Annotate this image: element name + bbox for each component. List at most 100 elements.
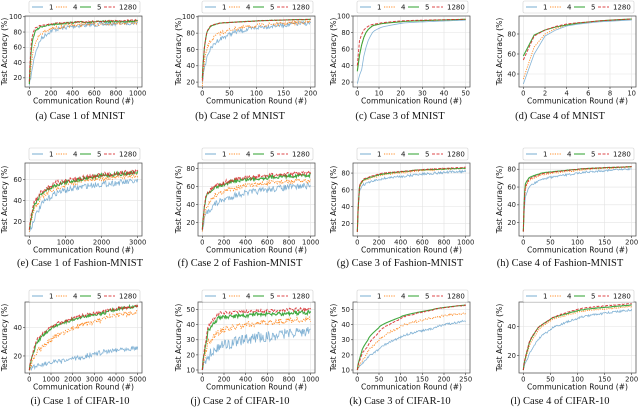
legend-label-5: 5 (97, 4, 101, 12)
series-line-1 (522, 308, 633, 371)
x-tick-label: 100 (571, 376, 584, 384)
x-tick-label: 40 (440, 90, 449, 98)
series-line-1280 (522, 166, 632, 232)
y-tick-label: 80 (186, 165, 195, 173)
subplot-caption: (c) Case 3 of MNIST (355, 111, 445, 122)
subplot-caption: (b) Case 2 of MNIST (195, 111, 285, 122)
x-axis-label: Communication Round (#) (527, 383, 628, 392)
x-tick-label: 5000 (129, 376, 146, 384)
axes-frame (24, 15, 143, 88)
legend-label-5: 5 (270, 151, 274, 159)
x-tick-label: 200 (304, 90, 317, 98)
x-axis-label: Communication Round (#) (206, 246, 307, 255)
subplot-caption: (e) Case 1 of Fashion-MNIST (17, 258, 144, 269)
series-line-1280 (356, 166, 466, 232)
x-axis-label: Communication Round (#) (206, 383, 307, 392)
plot-area (353, 16, 470, 87)
x-tick-label: 800 (283, 239, 296, 247)
series-line-1 (522, 19, 632, 85)
y-tick-label: 60 (13, 176, 22, 184)
subplot-caption: (g) Case 3 of Fashion-MNIST (337, 258, 464, 269)
legend-label-4: 4 (567, 293, 572, 301)
y-tick-label: 60 (341, 45, 350, 53)
y-axis-label: Test Accuracy (%) (174, 18, 183, 87)
x-tick-label: 150 (416, 376, 429, 384)
legend: 1 4 5 1280 (356, 289, 469, 303)
subplot-caption: (f) Case 2 of Fashion-MNIST (178, 258, 303, 269)
legend-label-1280: 1280 (119, 293, 137, 301)
series-line-1 (202, 326, 311, 371)
subplot-h: 0 50 100 150 200 20 40 60 80 Communication Round … (495, 147, 638, 269)
plot-area (25, 16, 142, 87)
series-line-1280 (28, 168, 139, 230)
series-line-1 (356, 19, 466, 84)
x-tick-label: 50 (461, 90, 470, 98)
legend-label-5: 5 (591, 4, 595, 12)
legend-label-5: 5 (270, 4, 274, 12)
x-axis-label: Communication Round (#) (361, 97, 462, 106)
x-tick-label: 1000 (57, 239, 74, 247)
series-line-1280 (201, 170, 312, 230)
x-tick-label: 0 (521, 376, 525, 384)
series-line-5 (201, 309, 312, 371)
x-tick-label: 50 (546, 376, 555, 384)
x-tick-label: 2000 (93, 239, 110, 247)
series-line-4 (201, 177, 312, 232)
series-line-1 (201, 182, 311, 232)
x-tick-label: 0 (521, 239, 525, 247)
legend: 1 4 5 1280 (28, 0, 141, 14)
legend-label-5: 5 (425, 151, 429, 159)
legend-label-4: 4 (73, 4, 78, 12)
legend-label-1: 1 (377, 4, 381, 12)
x-tick-label: 200 (45, 90, 58, 98)
subplot-caption: (a) Case 1 of MNIST (35, 111, 125, 122)
y-tick-label: 20 (186, 351, 195, 359)
y-tick-label: 60 (13, 44, 22, 52)
y-tick-label: 40 (341, 203, 350, 211)
y-tick-label: 60 (507, 183, 516, 191)
legend-label-1: 1 (222, 151, 226, 159)
x-tick-label: 0 (355, 239, 359, 247)
series-line-1280 (28, 303, 139, 371)
y-axis-label: Test Accuracy (%) (495, 18, 504, 87)
legend-label-4: 4 (567, 4, 572, 12)
x-tick-label: 1000 (302, 376, 319, 384)
series-line-1280 (201, 306, 312, 371)
y-tick-label: 80 (13, 28, 22, 36)
axes-frame (518, 15, 637, 88)
x-tick-label: 0 (27, 239, 31, 247)
y-axis-label: Test Accuracy (%) (174, 304, 183, 373)
y-tick-label: 100 (9, 13, 22, 21)
x-tick-label: 1000 (302, 239, 319, 247)
y-tick-label: 80 (341, 29, 350, 37)
x-tick-label: 2000 (64, 376, 81, 384)
y-tick-label: 20 (186, 219, 195, 227)
series-line-5 (201, 172, 311, 230)
y-tick-label: 40 (13, 324, 22, 332)
y-axis-label: Test Accuracy (%) (0, 304, 9, 373)
plot-area (25, 302, 142, 373)
x-tick-label: 10 (627, 90, 636, 98)
axes-frame (352, 15, 471, 88)
legend-label-1: 1 (377, 293, 381, 301)
legend-label-1280: 1280 (292, 4, 310, 12)
legend-label-1: 1 (543, 4, 547, 12)
series-line-1280 (522, 18, 632, 61)
y-tick-label: 50 (186, 306, 195, 314)
legend-label-1280: 1280 (613, 293, 631, 301)
subplot-d: 0 2 4 6 8 10 40 60 80 Communication Round (#) Test… (495, 0, 637, 122)
x-tick-label: 0 (200, 239, 204, 247)
x-tick-label: 100 (250, 90, 263, 98)
x-tick-label: 800 (438, 239, 451, 247)
subplot-a: 0 200 400 600 800 1000 20 40 60 80 100 Communicatio… (0, 0, 146, 122)
y-tick-label: 80 (507, 30, 516, 38)
y-tick-label: 50 (341, 306, 350, 314)
y-tick-label: 10 (186, 366, 195, 374)
legend: 1 4 5 1280 (28, 147, 141, 161)
y-tick-label: 40 (186, 321, 195, 329)
series-line-4 (28, 173, 139, 232)
legend-label-1280: 1280 (447, 293, 465, 301)
